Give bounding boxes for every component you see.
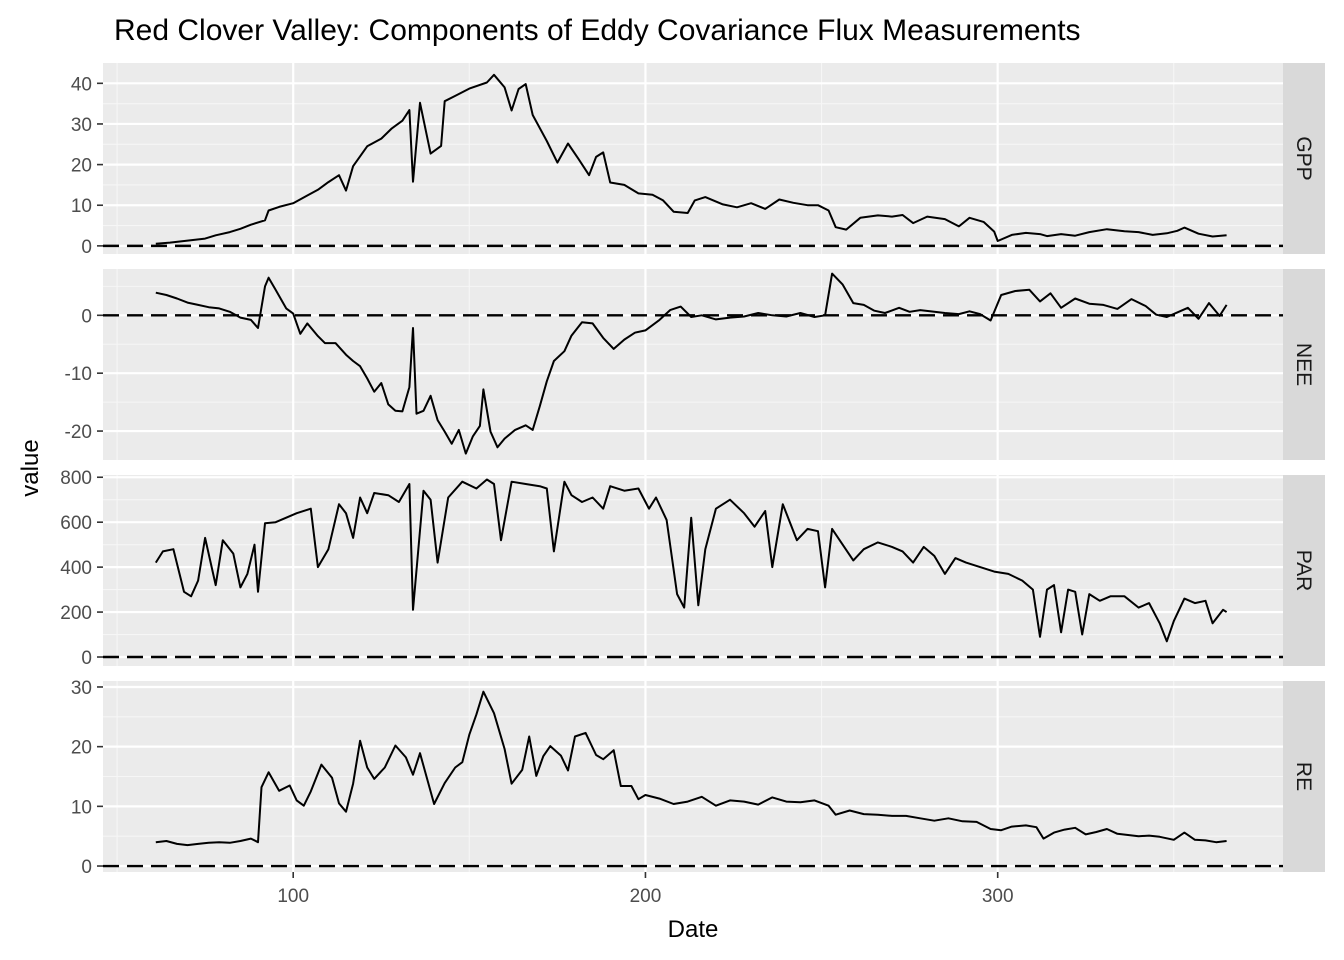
y-tick-label: 0 — [81, 237, 92, 258]
y-axis-title: value — [17, 439, 44, 496]
y-tick-label: 0 — [81, 648, 92, 669]
y-tick-label: 400 — [60, 558, 92, 579]
series-line-re — [155, 690, 1227, 847]
x-axis: 100 200 300 — [277, 872, 1014, 907]
y-tick-label: 10 — [71, 797, 92, 818]
panel-nee: -20 -10 0 NEE — [65, 269, 1325, 460]
panel-background — [103, 63, 1283, 254]
panel-re: 0 10 20 30 RE — [71, 678, 1325, 878]
facet-strip — [1283, 269, 1325, 460]
y-tick-label: 0 — [81, 857, 92, 878]
y-tick-label: 30 — [71, 678, 92, 699]
facet-strip — [1283, 475, 1325, 666]
series-line-nee — [155, 272, 1228, 455]
y-tick-label: 40 — [71, 74, 92, 95]
facet-strip-label: GPP — [1292, 136, 1315, 180]
x-axis-title: Date — [668, 916, 719, 943]
x-tick-label: 200 — [630, 886, 662, 907]
series-line-gpp — [155, 73, 1227, 245]
facet-panels: 0 10 20 30 40 GPP -20 -10 0 NEE 0 200 400 600 800 PAR 0 1… — [60, 63, 1325, 878]
chart-title: Red Clover Valley: Components of Eddy Co… — [114, 14, 1081, 47]
y-tick-label: -20 — [65, 422, 92, 443]
facet-strip-label: PAR — [1292, 550, 1315, 592]
y-tick-label: -10 — [65, 364, 92, 385]
facet-strip-label: RE — [1292, 762, 1315, 791]
facet-strip — [1283, 63, 1325, 254]
x-tick-label: 100 — [277, 886, 309, 907]
series-line-par — [154, 478, 1228, 643]
panel-gpp: 0 10 20 30 40 GPP — [71, 63, 1325, 258]
y-tick-label: 0 — [81, 306, 92, 327]
y-tick-label: 30 — [71, 115, 92, 136]
y-tick-label: 20 — [71, 156, 92, 177]
y-tick-label: 10 — [71, 196, 92, 217]
panel-background — [103, 475, 1283, 666]
y-tick-label: 600 — [60, 513, 92, 534]
y-tick-label: 20 — [71, 738, 92, 759]
x-tick-label: 300 — [982, 886, 1014, 907]
facet-strip-label: NEE — [1292, 343, 1315, 386]
y-tick-label: 200 — [60, 603, 92, 624]
panel-par: 0 200 400 600 800 PAR — [60, 468, 1325, 669]
facet-strip — [1283, 681, 1325, 872]
y-tick-label: 800 — [60, 468, 92, 489]
panel-background — [103, 269, 1283, 460]
